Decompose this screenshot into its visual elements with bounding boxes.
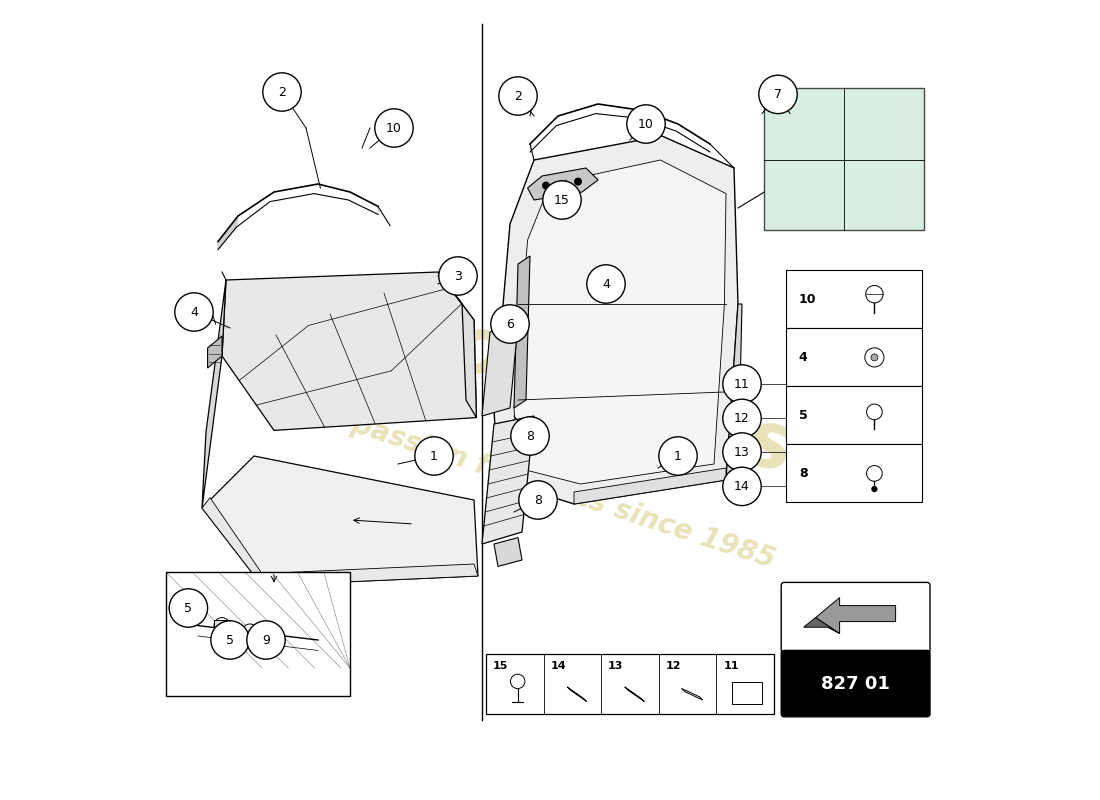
Circle shape (491, 305, 529, 343)
Circle shape (723, 467, 761, 506)
Polygon shape (625, 687, 645, 702)
FancyBboxPatch shape (733, 682, 762, 704)
FancyBboxPatch shape (781, 582, 930, 653)
Polygon shape (804, 618, 839, 634)
Circle shape (498, 77, 537, 115)
Text: 4: 4 (190, 306, 198, 318)
Text: 1: 1 (430, 450, 438, 462)
Text: 12: 12 (666, 661, 681, 670)
Text: 7: 7 (774, 88, 782, 101)
FancyBboxPatch shape (786, 329, 922, 386)
Polygon shape (494, 538, 522, 566)
Circle shape (375, 109, 414, 147)
Circle shape (659, 437, 697, 475)
Circle shape (169, 589, 208, 627)
Circle shape (866, 286, 883, 303)
Polygon shape (218, 216, 238, 250)
Text: 3: 3 (454, 270, 462, 282)
Polygon shape (482, 324, 518, 416)
Circle shape (558, 180, 566, 188)
FancyBboxPatch shape (786, 386, 922, 445)
Polygon shape (764, 88, 924, 230)
Polygon shape (514, 256, 530, 408)
Text: 14: 14 (550, 661, 566, 670)
Text: 2: 2 (514, 90, 521, 102)
Polygon shape (494, 136, 738, 504)
Polygon shape (202, 280, 226, 508)
Circle shape (542, 182, 550, 190)
Text: a passion for parts since 1985: a passion for parts since 1985 (321, 402, 779, 574)
Text: 8: 8 (526, 430, 534, 442)
Text: 4: 4 (799, 351, 807, 364)
Polygon shape (514, 160, 726, 484)
Text: 12: 12 (734, 412, 750, 425)
Polygon shape (574, 468, 726, 504)
Circle shape (214, 618, 230, 634)
Text: 10: 10 (799, 293, 816, 306)
Circle shape (175, 293, 213, 331)
Circle shape (871, 486, 878, 492)
Polygon shape (815, 598, 895, 634)
Text: 2: 2 (278, 86, 286, 98)
Text: eurospares: eurospares (296, 260, 804, 492)
FancyBboxPatch shape (486, 654, 774, 714)
Polygon shape (222, 272, 476, 430)
Text: 13: 13 (734, 446, 750, 458)
Text: 9: 9 (262, 634, 270, 646)
Circle shape (867, 466, 882, 482)
Polygon shape (482, 416, 534, 544)
Text: 5: 5 (799, 409, 807, 422)
Polygon shape (202, 456, 478, 586)
Polygon shape (438, 272, 476, 418)
Polygon shape (568, 687, 586, 702)
Text: 6: 6 (506, 318, 514, 330)
Polygon shape (208, 336, 222, 368)
Circle shape (627, 105, 666, 143)
Circle shape (439, 257, 477, 295)
Circle shape (586, 265, 625, 303)
Text: 8: 8 (799, 467, 807, 480)
Text: 13: 13 (608, 661, 624, 670)
Polygon shape (202, 498, 478, 586)
Text: 10: 10 (638, 118, 653, 130)
Circle shape (415, 437, 453, 475)
Text: 1: 1 (674, 450, 682, 462)
Circle shape (510, 417, 549, 455)
Circle shape (519, 481, 558, 519)
Text: 4: 4 (602, 278, 609, 290)
Circle shape (510, 674, 525, 689)
Circle shape (723, 433, 761, 471)
FancyBboxPatch shape (786, 445, 922, 502)
Polygon shape (726, 304, 742, 480)
FancyBboxPatch shape (214, 620, 230, 628)
Circle shape (867, 404, 882, 420)
Circle shape (242, 624, 258, 640)
Circle shape (263, 73, 301, 111)
Text: 8: 8 (534, 494, 542, 506)
FancyBboxPatch shape (781, 650, 930, 717)
Text: 11: 11 (734, 378, 750, 390)
FancyBboxPatch shape (166, 572, 350, 696)
Polygon shape (681, 688, 703, 700)
Circle shape (865, 348, 884, 367)
Text: 11: 11 (724, 661, 739, 670)
Circle shape (871, 354, 878, 361)
Circle shape (759, 75, 797, 114)
Circle shape (211, 621, 250, 659)
Text: 10: 10 (386, 122, 402, 134)
Circle shape (246, 621, 285, 659)
Circle shape (723, 365, 761, 403)
Text: 5: 5 (185, 602, 192, 614)
Circle shape (574, 178, 582, 186)
Circle shape (723, 399, 761, 438)
Text: 14: 14 (734, 480, 750, 493)
Text: 15: 15 (493, 661, 508, 670)
FancyBboxPatch shape (786, 270, 922, 329)
Text: 5: 5 (226, 634, 234, 646)
Polygon shape (528, 168, 598, 200)
Circle shape (542, 181, 581, 219)
Text: 15: 15 (554, 194, 570, 206)
Text: 827 01: 827 01 (822, 674, 890, 693)
